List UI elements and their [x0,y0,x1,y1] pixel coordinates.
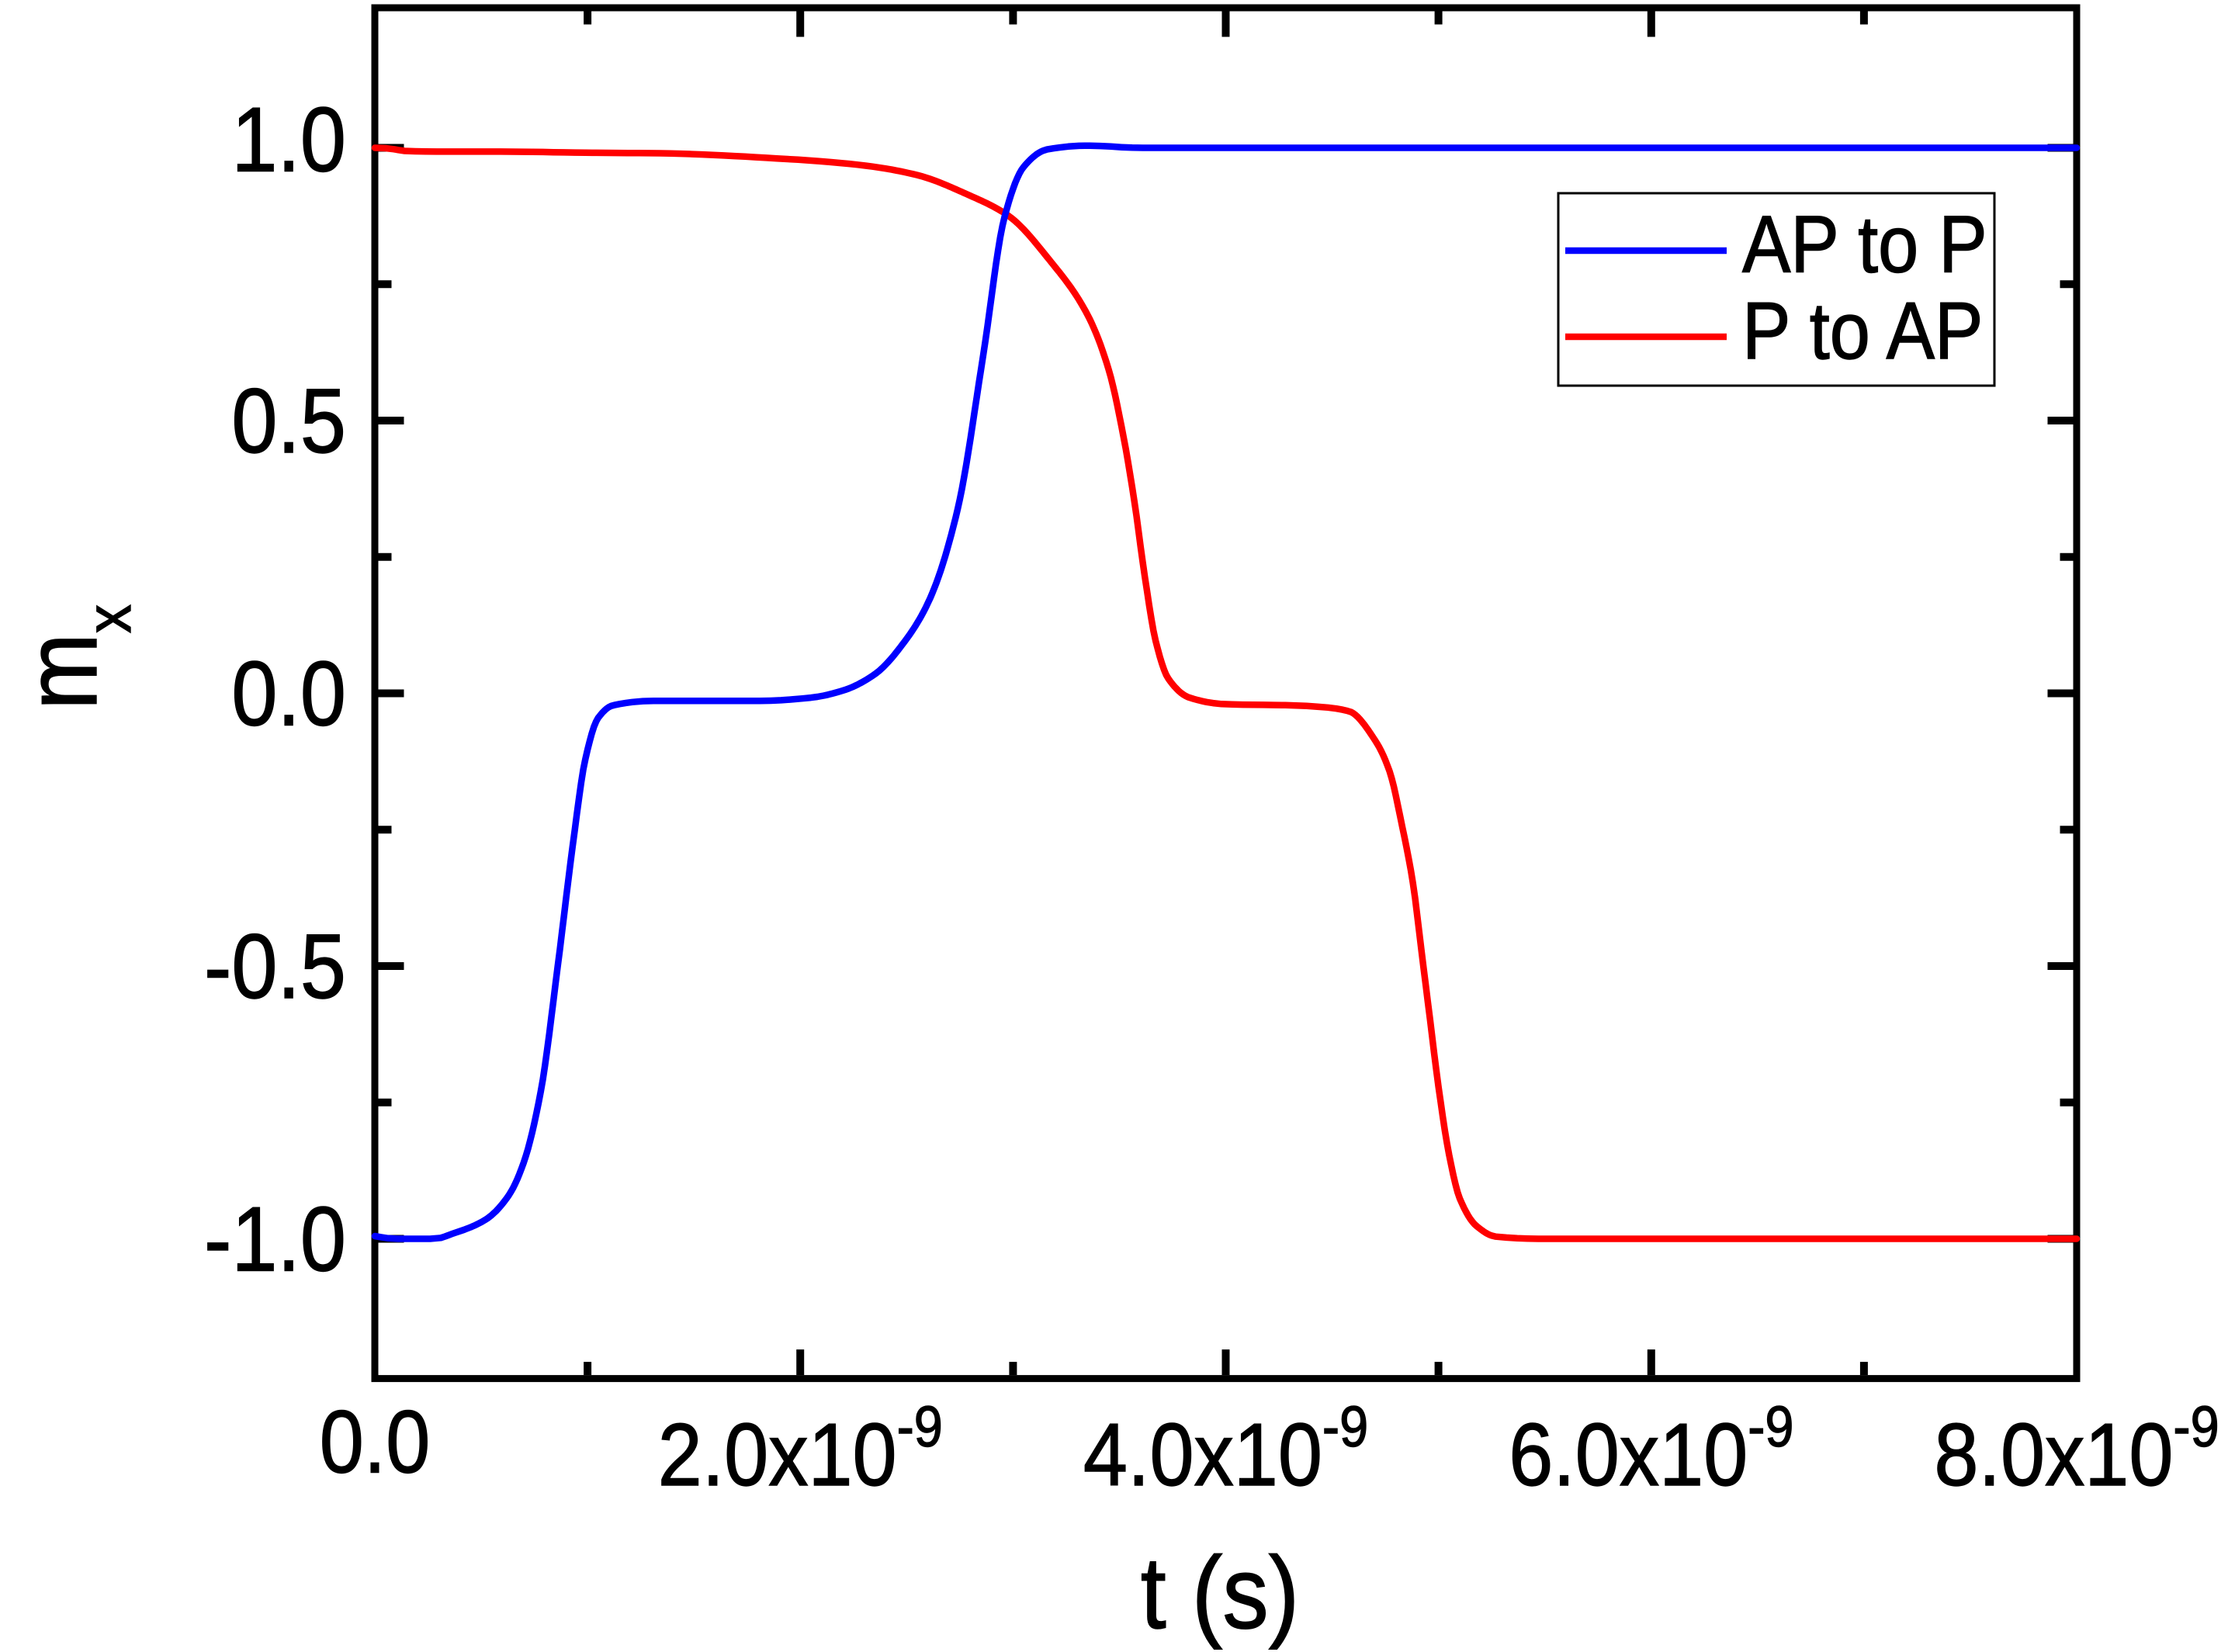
svg-text:6.0x10-9: 6.0x10-9 [1509,1394,1793,1504]
svg-text:8.0x10-9: 8.0x10-9 [1934,1394,2219,1504]
svg-text:0.0: 0.0 [231,642,346,744]
svg-text:4.0x10-9: 4.0x10-9 [1083,1394,1368,1504]
svg-text:t (s): t (s) [1141,1535,1300,1650]
svg-text:1.0: 1.0 [231,88,346,190]
svg-text:P to AP: P to AP [1742,285,1983,376]
svg-text:0.0: 0.0 [320,1393,431,1491]
svg-text:-1.0: -1.0 [204,1187,346,1290]
svg-text:0.5: 0.5 [231,369,346,472]
svg-text:2.0x10-9: 2.0x10-9 [658,1394,943,1504]
svg-text:-0.5: -0.5 [204,915,346,1017]
svg-text:AP to P: AP to P [1742,199,1987,289]
